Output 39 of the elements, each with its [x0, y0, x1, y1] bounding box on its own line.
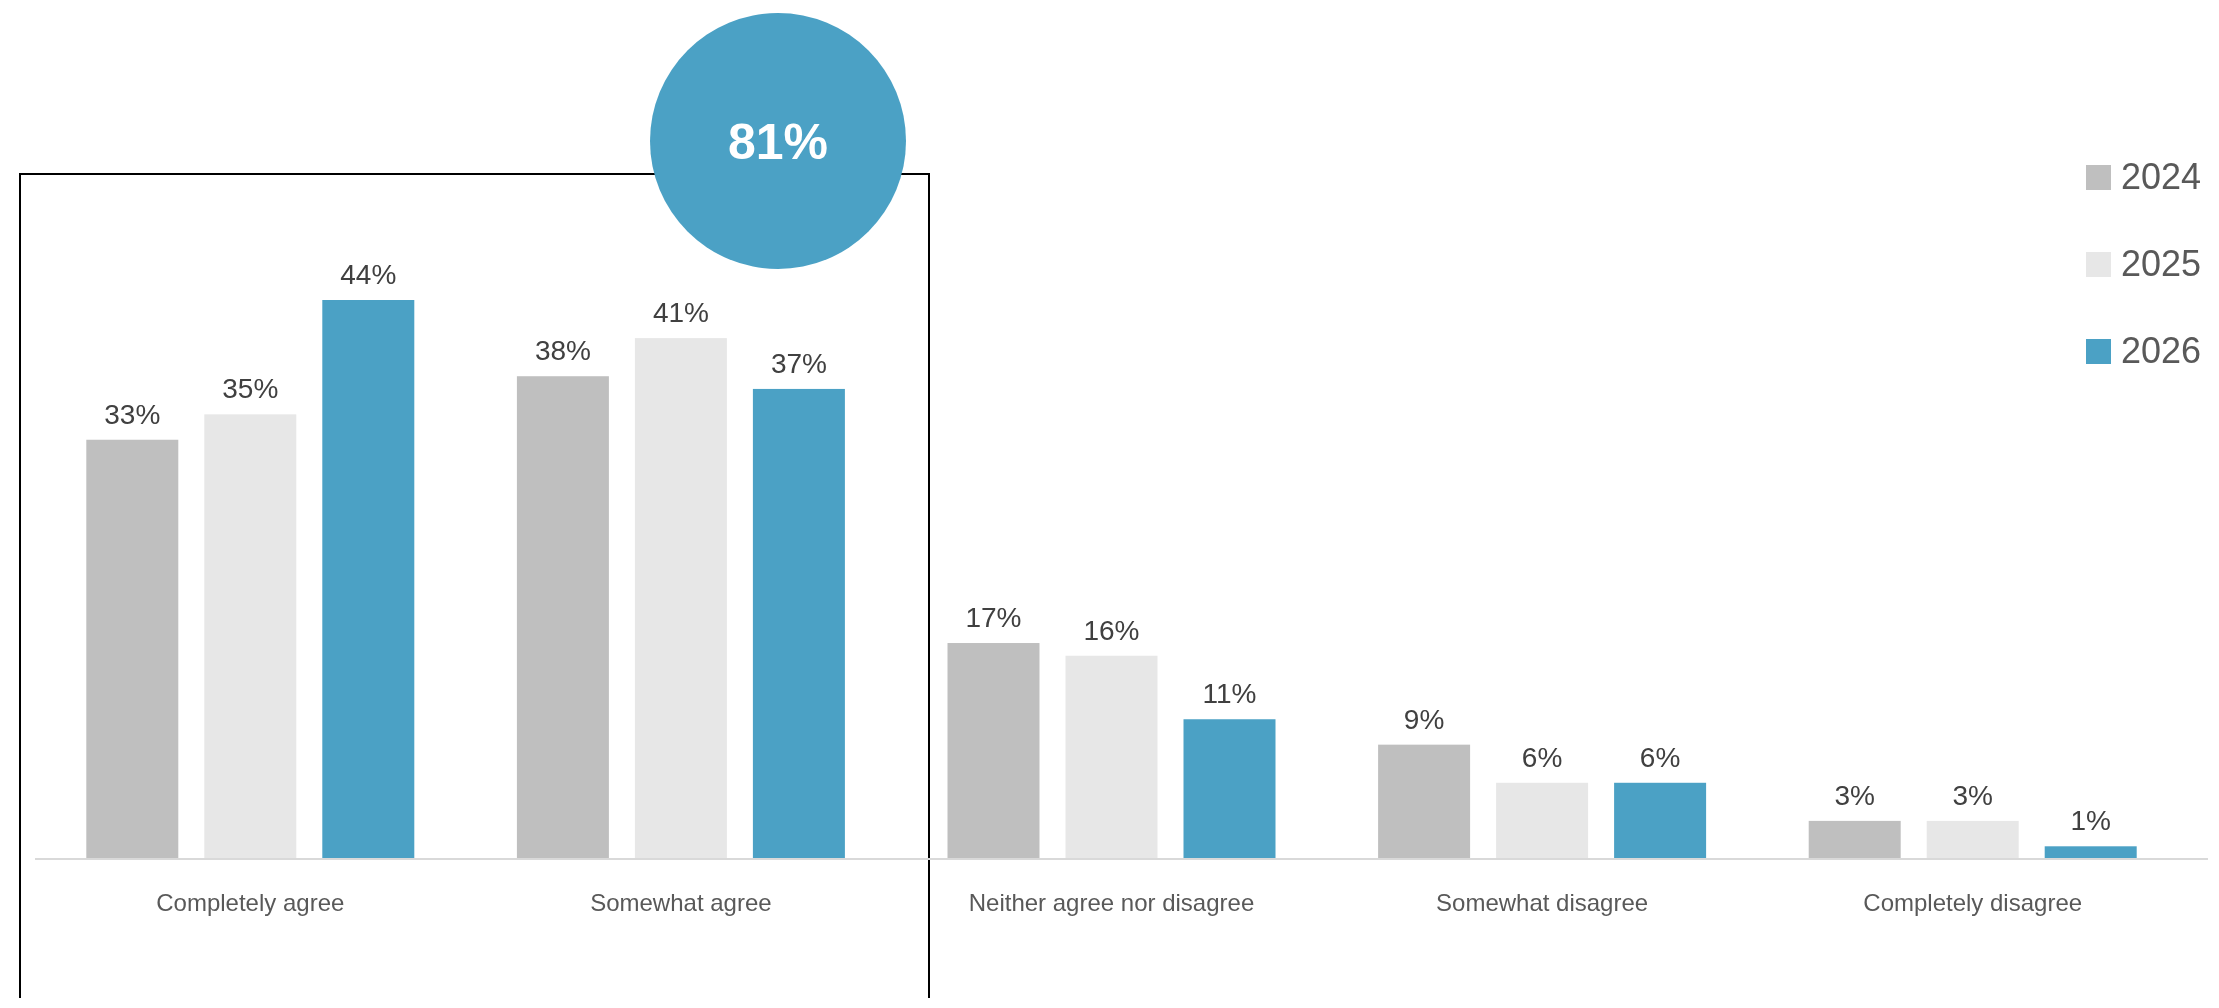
bar: [634, 338, 727, 859]
bar: [1614, 782, 1707, 859]
data-label: 41%: [652, 297, 709, 329]
data-label: 35%: [222, 373, 279, 405]
bar: [1808, 820, 1901, 859]
data-label: 33%: [104, 398, 161, 430]
data-label: 17%: [965, 602, 1022, 634]
x-tick-label: Somewhat agree: [590, 889, 772, 916]
bar: [1496, 782, 1589, 859]
bar: [1926, 820, 2019, 859]
bar: [752, 388, 845, 859]
bar: [86, 439, 179, 859]
data-label: 9%: [1403, 703, 1445, 735]
data-label: 1%: [2070, 805, 2111, 837]
bar: [2044, 846, 2137, 859]
data-label: 3%: [1834, 779, 1875, 811]
data-label: 38%: [534, 335, 591, 367]
bar: [1378, 744, 1471, 859]
x-tick-label: Neither agree nor disagree: [968, 889, 1255, 916]
bar: [1065, 655, 1158, 859]
data-label: 6%: [1639, 741, 1681, 773]
text: 81%: [727, 114, 829, 170]
x-tick-label: Somewhat disagree: [1436, 889, 1649, 916]
data-label: 6%: [1521, 741, 1563, 773]
data-label: 3%: [1952, 779, 1993, 811]
bar: [1183, 719, 1276, 859]
data-label: 11%: [1202, 678, 1257, 710]
bar: [947, 643, 1040, 859]
legend-label: 2024: [2121, 156, 2202, 197]
bar: [322, 300, 415, 859]
legend-label: 2025: [2121, 243, 2202, 284]
legend-label: 2026: [2121, 330, 2202, 371]
data-label: 37%: [770, 347, 827, 379]
x-tick-label: Completely disagree: [1863, 889, 2083, 916]
x-tick-label: Completely agree: [156, 889, 345, 916]
data-label: 44%: [340, 259, 397, 290]
bar: [204, 414, 297, 859]
bar: [516, 376, 609, 859]
data-label: 16%: [1083, 614, 1140, 646]
